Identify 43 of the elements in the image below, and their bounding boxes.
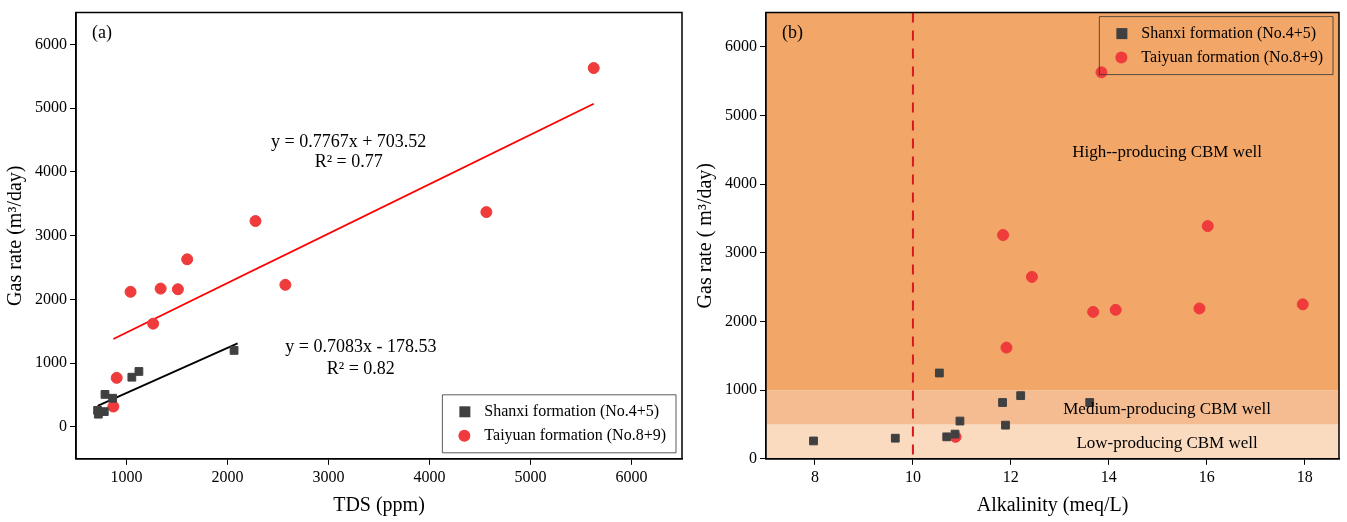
x-tick-label: 8	[810, 467, 819, 485]
x-tick-label: 14	[1100, 467, 1117, 485]
annotation: (a)	[92, 22, 112, 44]
x-tick-label: 16	[1198, 467, 1215, 485]
annotation: y = 0.7083x - 178.53	[285, 335, 437, 356]
y-tick-label: 0	[59, 417, 67, 435]
annotation: (b)	[782, 22, 803, 44]
annotation: R² = 0.82	[326, 358, 395, 379]
x-tick-label: 2000	[211, 467, 244, 485]
x-tick-label: 10	[904, 467, 921, 485]
x-tick-label: 4000	[413, 467, 446, 485]
x-axis-title: Alkalinity (meq/L)	[976, 493, 1129, 517]
legend-label: Taiyuan formation (No.8+9)	[1141, 47, 1324, 66]
legend-label: Shanxi formation (No.4+5)	[1141, 23, 1317, 42]
y-tick-label: 3000	[35, 225, 67, 243]
x-tick-label: 1000	[110, 467, 143, 485]
x-tick-label: 3000	[312, 467, 345, 485]
y-tick-label: 5000	[35, 98, 67, 116]
band-label: High--producing CBM well	[1072, 142, 1263, 162]
y-axis-title: Gas rate (m³/day)	[3, 165, 27, 306]
y-tick-label: 1000	[35, 353, 67, 371]
y-tick-label: 6000	[35, 34, 67, 52]
x-tick-label: 6000	[615, 467, 648, 485]
y-tick-label: 3000	[725, 243, 757, 261]
x-axis-title: TDS (ppm)	[333, 493, 425, 517]
y-tick-label: 6000	[725, 37, 757, 55]
band-label: Medium-producing CBM well	[1063, 398, 1272, 418]
annotation: R² = 0.77	[314, 150, 383, 171]
annotation: y = 0.7767x + 703.52	[271, 130, 427, 151]
band-label: Low-producing CBM well	[1076, 433, 1259, 453]
y-tick-label: 2000	[35, 289, 67, 307]
y-tick-label: 2000	[725, 311, 757, 329]
legend-label: Taiyuan formation (No.8+9)	[484, 426, 667, 444]
x-tick-label: 12	[1002, 467, 1019, 485]
legend-label: Shanxi formation (No.4+5)	[484, 402, 660, 420]
x-tick-label: 18	[1296, 467, 1313, 485]
x-tick-label: 5000	[514, 467, 547, 485]
y-tick-label: 1000	[725, 380, 757, 398]
y-tick-label: 0	[749, 449, 757, 466]
y-tick-label: 4000	[725, 174, 757, 192]
y-tick-label: 4000	[35, 162, 67, 180]
y-axis-title: Gas rate ( m³/day)	[693, 163, 717, 309]
y-tick-label: 5000	[725, 105, 757, 123]
